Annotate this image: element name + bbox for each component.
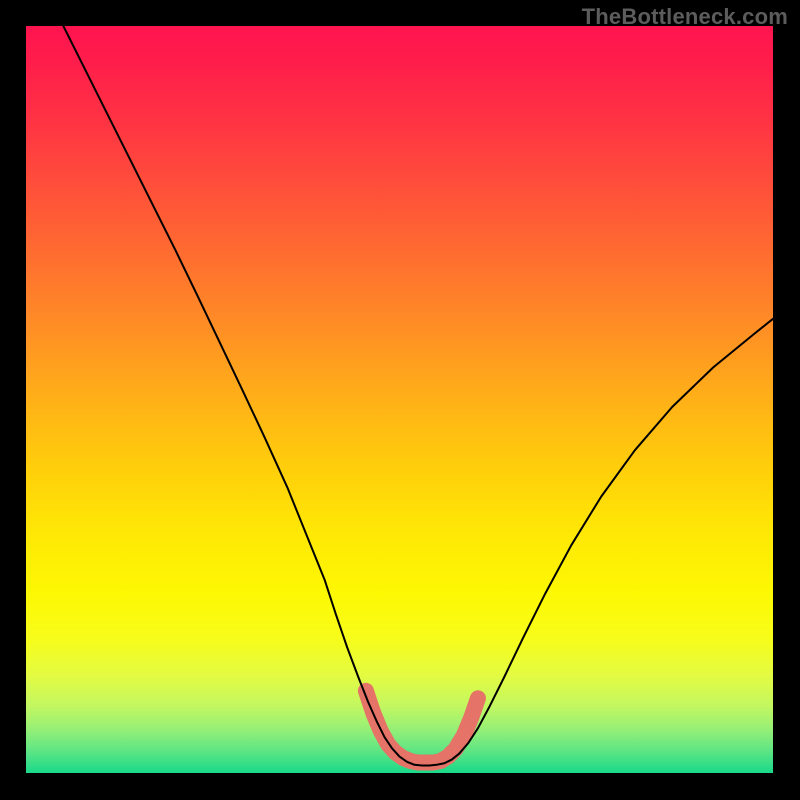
chart-frame: TheBottleneck.com [0,0,800,800]
plot-bg [26,26,773,773]
chart-svg [0,0,800,800]
watermark-text: TheBottleneck.com [582,4,788,30]
